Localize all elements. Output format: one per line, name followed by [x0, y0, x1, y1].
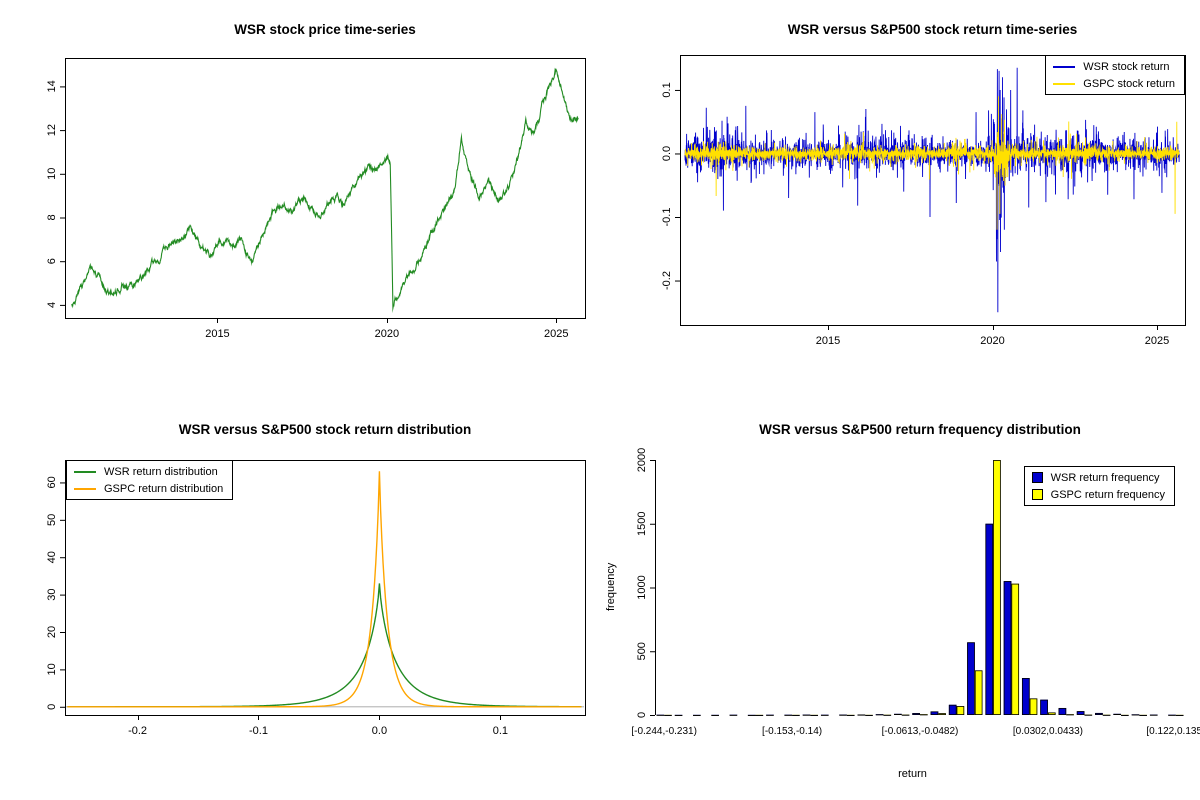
wsr-density-line-swatch: [74, 470, 96, 473]
price-chart-title: WSR stock price time-series: [234, 22, 416, 37]
legend-label-gspc-frequency: GSPC return frequency: [1050, 488, 1165, 501]
wsr-frequency-box-swatch: [1031, 472, 1043, 483]
legend-item-gspc-frequency: GSPC return frequency: [1031, 487, 1165, 502]
legend-item-wsr-frequency: WSR return frequency: [1031, 470, 1165, 485]
legend-label-wsr-return: WSR stock return: [1083, 60, 1170, 73]
panel-return-distribution: WSR versus S&P500 stock return distribut…: [0, 400, 600, 800]
price-chart-canvas: [0, 0, 600, 400]
wsr-return-line-swatch: [1053, 65, 1076, 68]
gspc-density-line-swatch: [74, 487, 96, 490]
legend-label-gspc-return: GSPC stock return: [1083, 77, 1175, 90]
legend-item-gspc-return: GSPC stock return: [1053, 76, 1175, 91]
density-legend: WSR return distribution GSPC return dist…: [66, 460, 234, 500]
legend-label-wsr-frequency: WSR return frequency: [1050, 471, 1160, 484]
panel-return-frequency: WSR versus S&P500 return frequency distr…: [600, 400, 1200, 800]
density-chart-title: WSR versus S&P500 stock return distribut…: [178, 422, 472, 437]
legend-label-gspc-density: GSPC return distribution: [104, 482, 224, 495]
gspc-frequency-box-swatch: [1031, 489, 1043, 500]
gspc-return-line-swatch: [1053, 82, 1076, 85]
panel-price-time-series: WSR stock price time-series: [0, 0, 600, 400]
y-axis-label-frequency: frequency: [605, 562, 617, 612]
legend-item-gspc-density: GSPC return distribution: [74, 481, 223, 496]
x-axis-label-return: return: [898, 768, 927, 780]
histogram-chart-canvas: [600, 400, 1200, 800]
legend-item-wsr-density: WSR return distribution: [74, 464, 223, 479]
histogram-chart-title: WSR versus S&P500 return frequency distr…: [759, 422, 1081, 437]
panel-return-time-series: WSR versus S&P500 stock return time-seri…: [600, 0, 1200, 400]
legend-label-wsr-density: WSR return distribution: [104, 465, 218, 478]
returns-legend: WSR stock return GSPC stock return: [1045, 55, 1185, 95]
returns-chart-title: WSR versus S&P500 stock return time-seri…: [787, 22, 1078, 37]
histogram-legend: WSR return frequency GSPC return frequen…: [1023, 466, 1175, 506]
legend-item-wsr-return: WSR stock return: [1053, 59, 1175, 74]
